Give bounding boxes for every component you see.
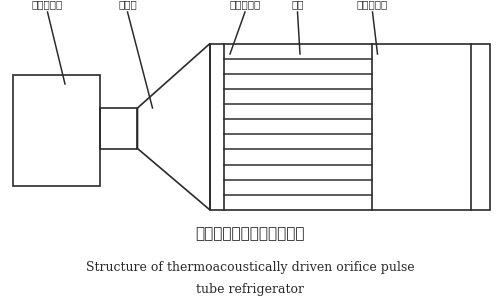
Bar [12, 75, 100, 186]
Bar [100, 108, 138, 148]
Text: 共振器: 共振器 [118, 0, 137, 9]
Text: 脉管制冷机: 脉管制冷机 [32, 0, 63, 9]
Text: 热端换热器: 热端换热器 [230, 0, 260, 9]
Text: tube refrigerator: tube refrigerator [196, 283, 304, 296]
Text: 热声驱动的脉管制冷机结构: 热声驱动的脉管制冷机结构 [195, 226, 305, 242]
Text: 板叠: 板叠 [291, 0, 304, 9]
Text: 冷端换热器: 冷端换热器 [357, 0, 388, 9]
Bar [210, 44, 490, 210]
Text: Structure of thermoacoustically driven orifice pulse: Structure of thermoacoustically driven o… [86, 260, 414, 274]
